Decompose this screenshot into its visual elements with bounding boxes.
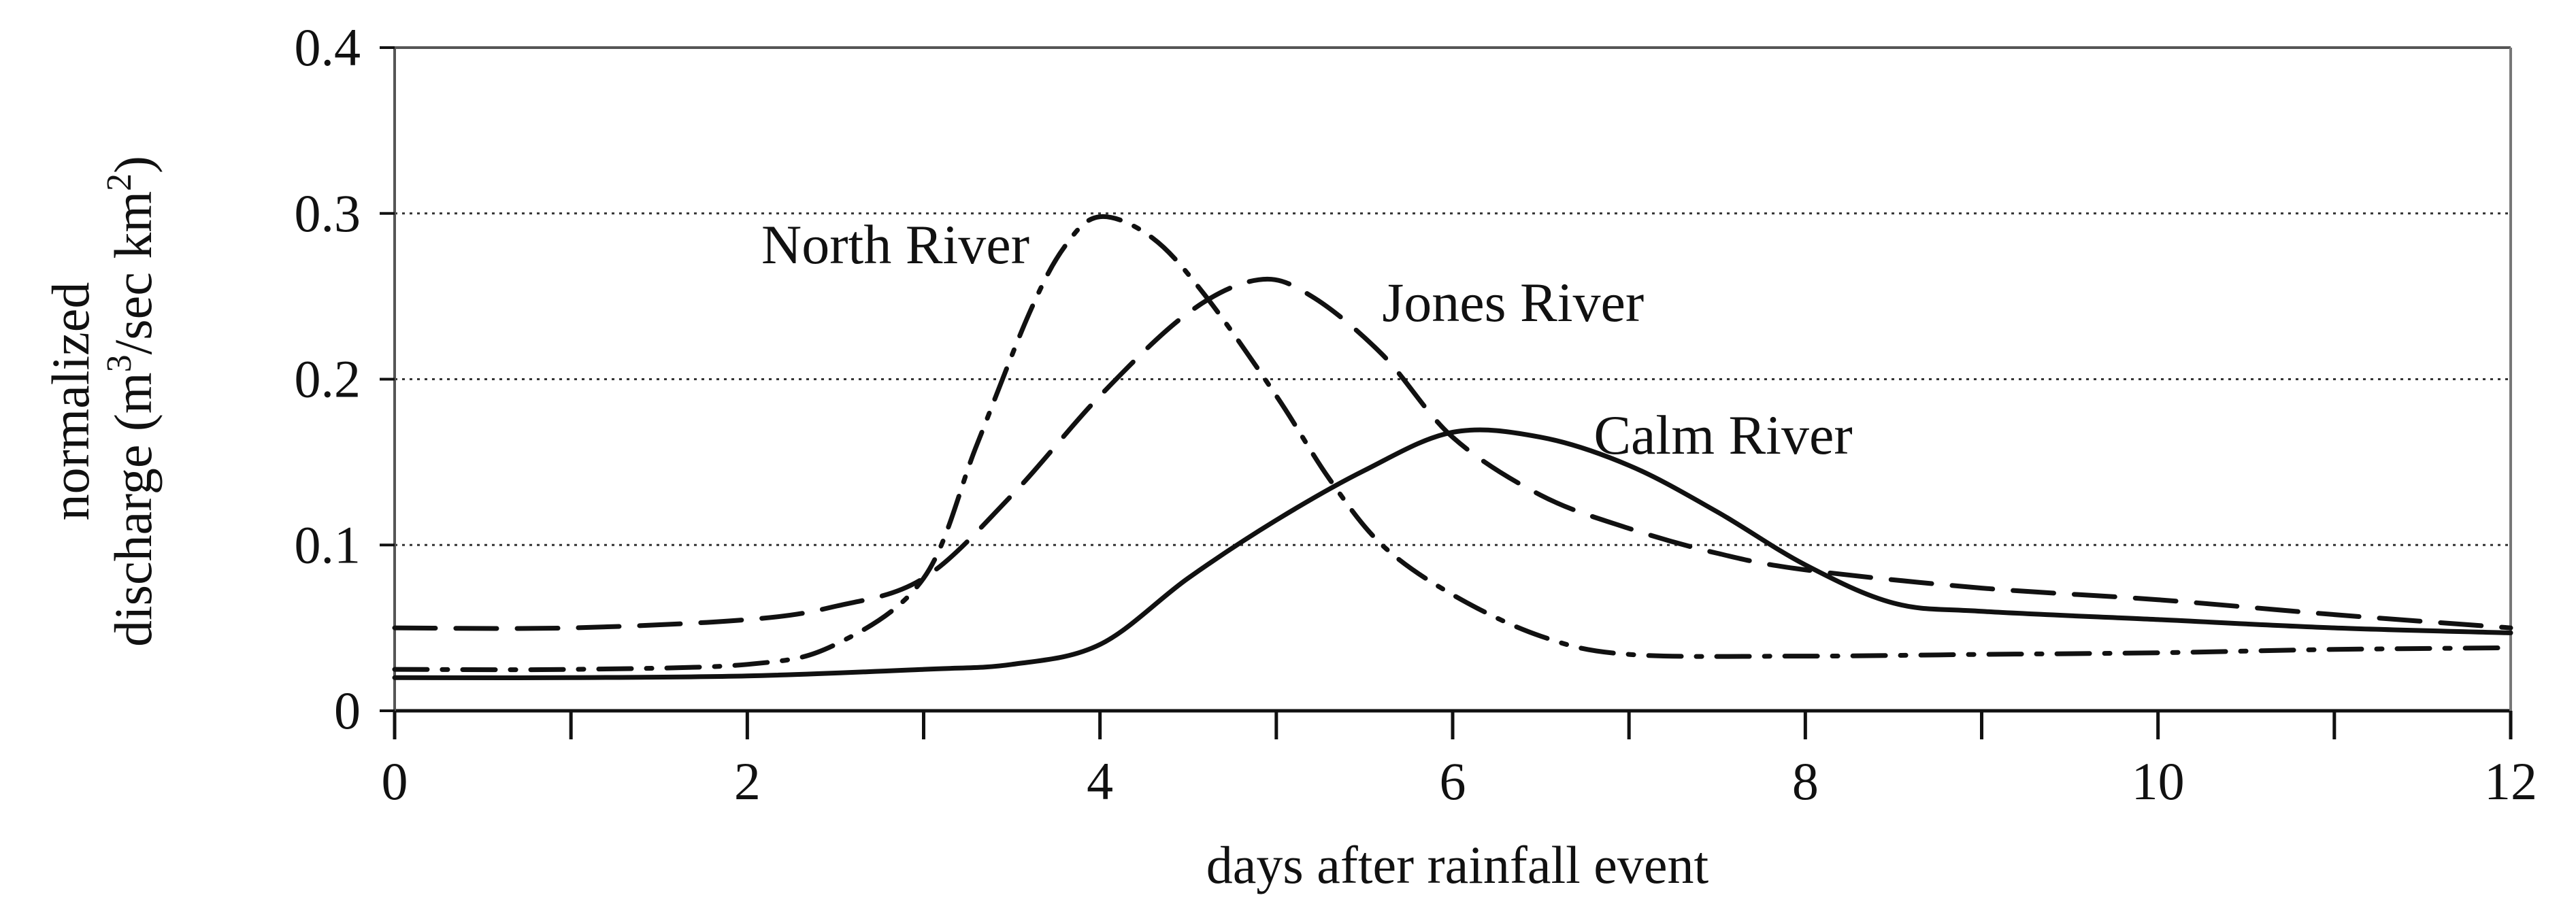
x-tick-label: 8: [1792, 752, 1819, 811]
y-axis-title-mid: /sec km: [103, 191, 163, 354]
y-tick-label: 0.1: [295, 515, 361, 574]
series-label-jones-river: Jones River: [1382, 271, 1644, 333]
y-tick-label: 0.2: [295, 350, 361, 409]
y-axis-title: normalized discharge (m3/sec km2): [41, 156, 163, 647]
y-tick-label: 0: [334, 681, 361, 740]
y-tick-label: 0.4: [295, 18, 361, 77]
x-tick-label: 12: [2484, 752, 2537, 811]
x-axis-title: days after rainfall event: [1206, 835, 1709, 894]
x-tick-label: 0: [382, 752, 408, 811]
series-line-jones-river: [392, 276, 2513, 631]
y-axis-title-sup1: 3: [100, 354, 139, 372]
y-axis-title-prefix: discharge (m: [103, 372, 163, 647]
y-axis-title-line2: discharge (m3/sec km2): [100, 156, 163, 647]
series-label-calm-river: Calm River: [1594, 404, 1852, 466]
x-tick-label: 4: [1087, 752, 1113, 811]
y-axis-title-suffix: ): [103, 156, 163, 173]
y-tick-label: 0.3: [295, 184, 361, 243]
series-label-north-river: North River: [761, 214, 1029, 275]
x-tick-label: 10: [2132, 752, 2185, 811]
label-layer: North River Jones River Calm River: [761, 214, 1853, 466]
series-line-north-river: [392, 214, 2513, 673]
y-axis-title-sup2: 2: [100, 173, 139, 191]
y-axis-title-line1: normalized: [41, 282, 100, 521]
axis-ticks: 0 2 4 6 8 10 12 0 0.1 0.2 0.3 0.4: [295, 18, 2538, 811]
x-tick-label: 6: [1440, 752, 1466, 811]
x-tick-label: 2: [734, 752, 761, 811]
series-layer: [392, 214, 2513, 680]
series-line-calm-river: [392, 427, 2513, 680]
